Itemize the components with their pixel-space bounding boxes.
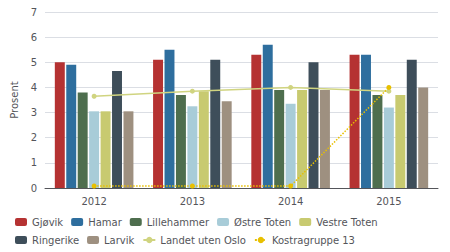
svg-text:Gjøvik: Gjøvik [32,217,63,228]
svg-text:2015: 2015 [376,196,401,207]
svg-text:1: 1 [31,157,37,168]
svg-text:2: 2 [31,132,37,143]
svg-text:Kostragruppe 13: Kostragruppe 13 [272,235,355,246]
svg-text:4: 4 [31,82,37,93]
svg-text:Østre Toten: Østre Toten [234,217,291,228]
svg-text:Vestre Toten: Vestre Toten [316,217,378,228]
svg-text:Ringerike: Ringerike [32,235,79,246]
svg-text:2013: 2013 [180,196,205,207]
svg-text:5: 5 [31,57,37,68]
svg-text:2014: 2014 [278,196,303,207]
svg-text:Hamar: Hamar [88,217,123,228]
svg-text:Prosent: Prosent [9,81,20,119]
svg-text:Larvik: Larvik [104,235,135,246]
svg-text:Landet uten Oslo: Landet uten Oslo [160,235,246,246]
svg-text:2012: 2012 [81,196,106,207]
svg-text:7: 7 [31,7,37,18]
svg-text:3: 3 [31,107,37,118]
svg-text:0: 0 [31,183,37,194]
svg-text:6: 6 [31,32,37,43]
svg-text:Lillehammer: Lillehammer [147,217,210,228]
